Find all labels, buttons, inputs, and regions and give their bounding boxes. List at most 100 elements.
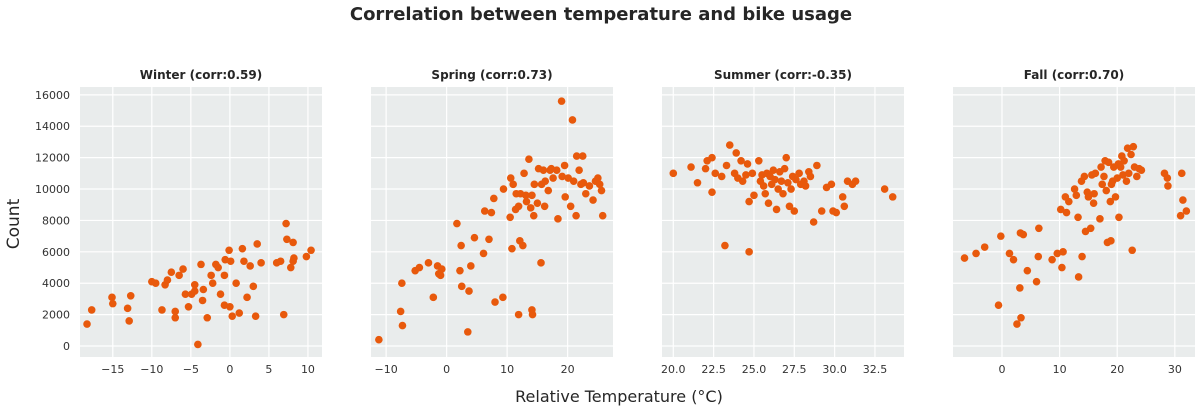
data-point bbox=[708, 153, 716, 162]
data-point bbox=[1078, 252, 1086, 261]
data-point bbox=[276, 257, 285, 266]
data-point bbox=[251, 312, 260, 320]
data-point bbox=[1056, 205, 1065, 214]
data-point bbox=[540, 202, 549, 211]
data-point bbox=[167, 268, 176, 277]
data-point bbox=[1072, 191, 1081, 200]
panel-title: Summer (corr:-0.35) bbox=[714, 68, 852, 82]
data-point bbox=[203, 313, 212, 322]
data-point bbox=[253, 240, 262, 248]
data-point bbox=[1074, 273, 1083, 281]
x-tick-label: 20 bbox=[1110, 363, 1124, 376]
data-point bbox=[125, 317, 133, 325]
data-point bbox=[506, 174, 515, 182]
data-point bbox=[561, 193, 570, 201]
data-point bbox=[761, 189, 770, 198]
data-point bbox=[175, 271, 183, 280]
data-point bbox=[1115, 213, 1123, 222]
data-point bbox=[424, 259, 433, 267]
data-point bbox=[487, 208, 496, 217]
data-point bbox=[528, 191, 536, 200]
data-point bbox=[759, 182, 768, 190]
data-point bbox=[594, 174, 602, 182]
data-point bbox=[465, 287, 473, 295]
data-point bbox=[1123, 144, 1132, 153]
y-tick-label: 2000 bbox=[42, 309, 70, 322]
data-point bbox=[1080, 172, 1089, 181]
data-point bbox=[1137, 166, 1146, 174]
data-point bbox=[508, 244, 516, 253]
data-point bbox=[745, 197, 753, 206]
data-point bbox=[499, 185, 508, 193]
chart-title: Correlation between temperature and bike… bbox=[349, 4, 853, 25]
data-point bbox=[569, 177, 578, 185]
data-point bbox=[396, 307, 405, 316]
data-point bbox=[1091, 169, 1100, 178]
data-point bbox=[290, 254, 298, 262]
panel-2: 20.0 22.5 25.0 27.5 30.0 32.5 Summer (corr:-0.… bbox=[661, 68, 904, 376]
x-tick-label: 22.5 bbox=[701, 363, 726, 376]
data-point bbox=[1182, 207, 1191, 215]
panel-title: Winter (corr:0.59) bbox=[140, 68, 262, 82]
data-point bbox=[801, 182, 810, 190]
data-point bbox=[464, 328, 472, 336]
data-point bbox=[514, 202, 523, 211]
data-point bbox=[1065, 197, 1073, 206]
data-point bbox=[249, 282, 258, 291]
data-point bbox=[184, 302, 193, 311]
data-point bbox=[997, 232, 1005, 240]
data-point bbox=[1176, 211, 1185, 220]
x-tick-label: 0 bbox=[998, 363, 1005, 376]
data-point bbox=[243, 293, 251, 302]
data-point bbox=[838, 193, 847, 201]
data-point bbox=[578, 152, 587, 160]
data-point bbox=[1113, 174, 1122, 182]
data-point bbox=[529, 211, 538, 220]
data-point bbox=[722, 161, 731, 170]
data-point bbox=[1116, 163, 1125, 171]
data-point bbox=[787, 185, 795, 193]
data-point bbox=[207, 271, 215, 280]
data-point bbox=[1058, 263, 1066, 272]
data-point bbox=[1062, 208, 1071, 217]
data-point bbox=[375, 335, 383, 344]
data-point bbox=[572, 211, 580, 220]
data-point bbox=[190, 280, 199, 289]
data-point bbox=[456, 266, 464, 275]
data-point bbox=[851, 177, 860, 185]
data-point bbox=[225, 246, 233, 255]
data-point bbox=[581, 189, 590, 198]
data-point bbox=[1032, 277, 1041, 286]
data-point bbox=[522, 191, 530, 200]
data-point bbox=[777, 177, 786, 185]
data-point bbox=[669, 169, 678, 178]
data-point bbox=[437, 265, 446, 273]
data-point bbox=[568, 116, 577, 124]
data-point bbox=[490, 194, 498, 203]
data-point bbox=[1106, 197, 1115, 206]
data-point bbox=[552, 166, 561, 174]
data-point bbox=[307, 246, 315, 255]
panel-title: Spring (corr:0.73) bbox=[431, 68, 552, 82]
data-point bbox=[246, 262, 254, 270]
data-point bbox=[520, 169, 528, 178]
data-point bbox=[289, 238, 297, 247]
data-point bbox=[216, 290, 225, 299]
data-point bbox=[1084, 193, 1093, 201]
data-point bbox=[453, 219, 461, 228]
data-point bbox=[302, 252, 311, 261]
data-point bbox=[163, 276, 172, 284]
data-point bbox=[1013, 320, 1021, 328]
data-point bbox=[151, 279, 160, 288]
data-point bbox=[792, 175, 800, 184]
data-point bbox=[238, 244, 247, 253]
data-point bbox=[541, 177, 550, 185]
data-point bbox=[1098, 180, 1107, 189]
data-point bbox=[1086, 224, 1095, 233]
data-point bbox=[506, 213, 514, 222]
data-point bbox=[750, 191, 758, 200]
data-point bbox=[598, 211, 607, 220]
data-point bbox=[566, 202, 575, 211]
panel-0: −15 −10 −5 0 5 10 0 2000 4000 6000 8000 10000 12000 1… bbox=[35, 68, 322, 376]
data-point bbox=[220, 271, 229, 280]
